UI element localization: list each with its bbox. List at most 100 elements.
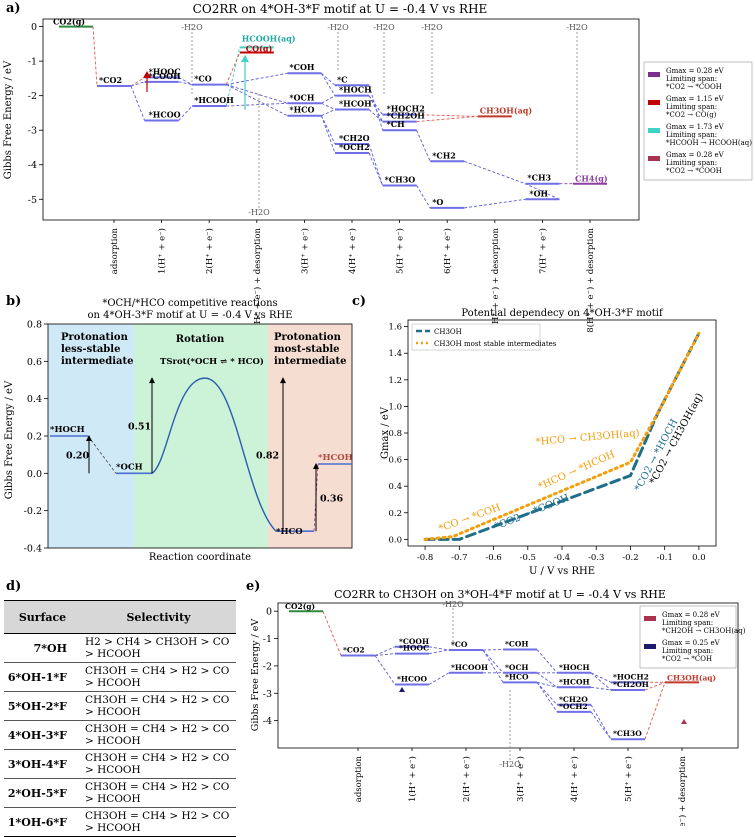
region-3-line-1: Protonation — [274, 332, 342, 343]
state-label: *HCOH — [339, 98, 372, 108]
barrier-arrow-head — [313, 463, 319, 469]
pathway-connector — [368, 143, 384, 186]
panel-label-b: b) — [6, 294, 21, 309]
y-tick-label: 0.6 — [388, 456, 402, 466]
legend-box — [411, 323, 541, 351]
y-tick-label: -4 — [263, 716, 272, 727]
selectivity-table: Surface Selectivity 7*OH H2 > CH4 > CH3OH… — [4, 600, 236, 837]
state-label: *CH3O — [385, 174, 416, 184]
legend-label: CH3OH most stable intermediates — [434, 340, 557, 348]
state-label: *CH3 — [527, 173, 551, 183]
barrier-arrow-head — [280, 377, 286, 384]
limiting-step-arrow — [241, 55, 249, 62]
pathway-connector — [590, 711, 612, 740]
reaction-annotation: *CO2 → *COOH — [493, 493, 571, 533]
selectivity-cell: CH3OH = CH4 > H2 > CO > HCOOH — [81, 720, 236, 750]
barrier-arrow-head — [86, 435, 92, 441]
legend-swatch — [648, 72, 660, 77]
pathway-connector — [320, 115, 336, 145]
pathway-connector — [178, 81, 193, 86]
y-tick-label: 0 — [31, 22, 37, 33]
pathway-connector — [130, 81, 145, 87]
pathway-connector — [644, 682, 666, 740]
pathway-connector — [313, 463, 319, 532]
state-label: *CH2OH — [613, 680, 649, 689]
state-label: *CH3O — [613, 729, 642, 738]
pathway-connector — [590, 672, 612, 683]
pathway-connector — [225, 47, 241, 107]
y-tick-label: -2 — [263, 661, 272, 672]
state-label: *HCO — [289, 105, 314, 115]
pathway-connector — [590, 686, 612, 691]
pathway-connector — [178, 76, 193, 86]
panel-label-e: e) — [246, 579, 260, 594]
pathway-connector — [536, 682, 558, 713]
x-tick-label: 0.0 — [692, 553, 706, 563]
state-label: *COH — [289, 62, 315, 72]
panel-a-frame — [42, 18, 640, 221]
pathway-connector — [368, 109, 383, 122]
selectivity-cell: CH3OH = CH4 > H2 > CO > HCOOH — [81, 807, 236, 837]
table-row: 6*OH-1*F CH3OH = CH4 > H2 > CO > HCOOH — [4, 662, 236, 692]
pathway-connector — [525, 183, 560, 200]
region-3-line-3: intermediate — [274, 356, 347, 367]
pathway-connector — [321, 95, 336, 104]
state-label: CH3OH(aq) — [667, 673, 716, 682]
panel-e-ylabel: Gibbs Free Energy / eV — [250, 619, 261, 732]
pathway-connector — [225, 52, 241, 85]
pathway-connector — [536, 649, 558, 674]
legend-gmax: Gmax = 0.28 eV — [666, 151, 725, 159]
y-tick-label: -2 — [28, 91, 37, 102]
legend-swatch — [648, 128, 660, 133]
pathway-connector — [321, 109, 336, 117]
pathway-connector — [482, 649, 504, 683]
x-tick-label: -0.6 — [485, 553, 501, 563]
state-label: *HCOO — [397, 675, 428, 684]
x-step-label: 8(H⁺ + e⁻) + desorption — [585, 227, 596, 332]
y-tick-label: -1 — [263, 634, 272, 645]
surface-cell: 7*OH — [4, 633, 81, 663]
state-label: *HOCH — [339, 85, 372, 95]
h2o-removal-label: -H2O — [373, 23, 395, 32]
y-tick-label: 0.2 — [27, 432, 42, 443]
pathway-connector — [374, 646, 396, 656]
pathway-connector — [416, 115, 478, 123]
panel-c-ylabel: Gmax / eV — [380, 406, 391, 459]
region-3-line-2: most-stable — [274, 344, 340, 355]
legend-span: Limiting span: — [666, 75, 717, 83]
pathway-connector — [178, 105, 193, 121]
surface-cell: 5*OH-2*F — [4, 691, 81, 721]
selectivity-cell: CH3OH = CH4 > H2 > CO > HCOOH — [81, 662, 236, 692]
table-row: 4*OH-3*F CH3OH = CH4 > H2 > CO > HCOOH — [4, 720, 236, 750]
x-step-label: 2(H⁺ + e⁻) — [461, 756, 472, 802]
x-step-label: 6(H⁺ + e⁻) + desorption — [677, 755, 688, 826]
state-label: *CH2O — [559, 695, 588, 704]
pathway-connector — [590, 672, 612, 691]
legend-reaction: *CO2 → *COH — [662, 655, 712, 663]
y-tick-label: -3 — [28, 126, 37, 137]
reaction-annotation: *HCO → CH3OH(aq) — [535, 428, 640, 448]
table-row: 3*OH-4*F CH3OH = CH4 > H2 > CO > HCOOH — [4, 749, 236, 779]
panel-c-potential-dependency: Potential dependecy on 4*OH-3*F motif Gm… — [380, 308, 717, 577]
selectivity-cell: CH3OH = CH4 > H2 > CO > HCOOH — [81, 691, 236, 721]
panel-e-title: CO2RR to CH3OH on 3*OH-4*F motif at U = … — [334, 588, 666, 601]
pathway-connector — [464, 198, 526, 209]
state-label: *OCH2 — [339, 142, 370, 152]
x-step-label: 5(H⁺ + e⁻) — [395, 228, 406, 274]
barrier-arrow-head — [149, 377, 155, 384]
y-tick-label: -1 — [28, 57, 37, 68]
legend-reaction: *CO2 → *COOH — [666, 83, 722, 91]
legend-box — [643, 61, 753, 181]
x-step-label: adsorption — [354, 755, 364, 802]
x-step-label: 1(H⁺ + e⁻) — [407, 756, 418, 802]
pathway-connector — [368, 95, 383, 115]
state-label: TSrot(*OCH ⇌ * HCO) — [160, 356, 264, 367]
legend-label: CH3OH — [434, 328, 462, 336]
state-label: CH4(g) — [575, 174, 608, 184]
state-label: *OCH — [505, 663, 529, 672]
state-label: CO2(g) — [53, 17, 85, 27]
x-step-label: adsorption — [110, 227, 120, 274]
pathway-connector — [92, 26, 98, 87]
h2o-removal-label: -H2O — [421, 23, 443, 32]
